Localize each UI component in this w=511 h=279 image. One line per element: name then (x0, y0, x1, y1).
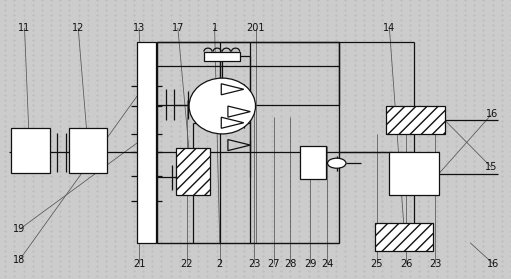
Ellipse shape (189, 78, 256, 134)
Text: 23: 23 (248, 259, 261, 269)
Text: 18: 18 (13, 255, 26, 265)
Text: 13: 13 (133, 23, 145, 33)
Text: 1: 1 (212, 23, 218, 33)
Text: 29: 29 (304, 259, 316, 269)
Text: 16: 16 (487, 259, 499, 269)
Text: 14: 14 (383, 23, 396, 33)
Bar (389, 152, 439, 195)
Text: 19: 19 (13, 224, 26, 234)
Text: 28: 28 (284, 259, 296, 269)
Bar (176, 148, 210, 195)
Text: 26: 26 (400, 259, 412, 269)
Text: 17: 17 (172, 23, 184, 33)
Bar (375, 223, 433, 251)
Text: 11: 11 (18, 23, 31, 33)
Text: 12: 12 (72, 23, 84, 33)
Bar (69, 128, 107, 173)
Bar (137, 42, 156, 243)
Bar (204, 52, 240, 61)
Bar (11, 128, 50, 173)
Text: 23: 23 (429, 259, 442, 269)
Text: 27: 27 (268, 259, 280, 269)
Circle shape (328, 158, 346, 168)
Text: 25: 25 (370, 259, 383, 269)
Bar (300, 146, 326, 179)
Bar (386, 106, 445, 134)
Text: 22: 22 (180, 259, 193, 269)
Text: 2: 2 (217, 259, 223, 269)
Text: 15: 15 (485, 162, 498, 172)
Text: 21: 21 (133, 259, 145, 269)
Text: 201: 201 (246, 23, 265, 33)
Bar (157, 42, 339, 243)
Text: 16: 16 (485, 109, 498, 119)
Text: 24: 24 (321, 259, 333, 269)
